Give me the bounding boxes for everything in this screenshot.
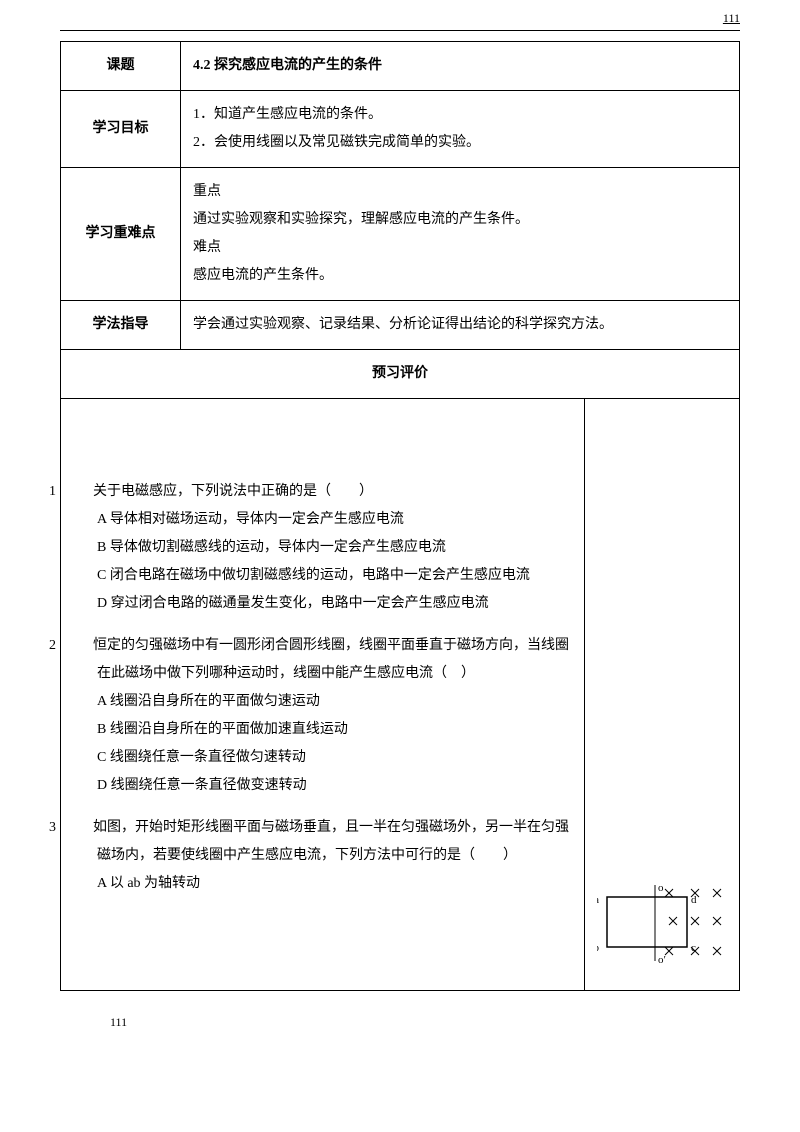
questions-cell: 1关于电磁感应，下列说法中正确的是（ ） A 导体相对磁场运动，导体内一定会产生…	[61, 399, 585, 991]
goal-label: 学习目标	[61, 91, 181, 168]
q1-opt-c: C 闭合电路在磁场中做切割磁感线的运动，电路中一定会产生感应电流	[73, 562, 572, 590]
svg-text:a: a	[597, 894, 599, 906]
q2-stem-text: 恒定的匀强磁场中有一圆形闭合圆形线圈，线圈平面垂直于磁场方向，当线圈在此磁场中做…	[93, 638, 569, 681]
method-label: 学法指导	[61, 301, 181, 350]
diff-content: 重点 通过实验观察和实验探究，理解感应电流的产生条件。 难点 感应电流的产生条件…	[181, 168, 740, 301]
q1-opt-b: B 导体做切割磁感线的运动，导体内一定会产生感应电流	[73, 534, 572, 562]
page-number-bottom: 111	[110, 1015, 740, 1030]
diff-label: 学习重难点	[61, 168, 181, 301]
topic-value: 4.2 探究感应电流的产生的条件	[181, 42, 740, 91]
row-questions: 1关于电磁感应，下列说法中正确的是（ ） A 导体相对磁场运动，导体内一定会产生…	[61, 399, 740, 991]
q1-num: 1	[73, 478, 93, 506]
row-preview-header: 预习评价	[61, 350, 740, 399]
q2-opt-d: D 线圈绕任意一条直径做变速转动	[73, 772, 572, 800]
diff-heavy-text: 通过实验观察和实验探究，理解感应电流的产生条件。	[193, 206, 727, 234]
method-value: 学会通过实验观察、记录结果、分析论证得出结论的科学探究方法。	[181, 301, 740, 350]
q1-opt-a: A 导体相对磁场运动，导体内一定会产生感应电流	[73, 506, 572, 534]
svg-text:d: d	[691, 894, 697, 906]
topic-label: 课题	[61, 42, 181, 91]
q2-opt-c: C 线圈绕任意一条直径做匀速转动	[73, 744, 572, 772]
row-goals: 学习目标 1．知道产生感应电流的条件。 2．会使用线圈以及常见磁铁完成简单的实验…	[61, 91, 740, 168]
q2-stem: 2恒定的匀强磁场中有一圆形闭合圆形线圈，线圈平面垂直于磁场方向，当线圈在此磁场中…	[73, 632, 572, 688]
q3-num: 3	[73, 814, 93, 842]
row-difficulty: 学习重难点 重点 通过实验观察和实验探究，理解感应电流的产生条件。 难点 感应电…	[61, 168, 740, 301]
q1-stem-text: 关于电磁感应，下列说法中正确的是（ ）	[93, 484, 373, 499]
preview-header: 预习评价	[61, 350, 740, 399]
q2-num: 2	[73, 632, 93, 660]
diff-heavy-heading: 重点	[193, 178, 727, 206]
q3-stem-text: 如图，开始时矩形线圈平面与磁场垂直，且一半在匀强磁场外，另一半在匀强磁场内，若要…	[93, 820, 569, 863]
question-1: 1关于电磁感应，下列说法中正确的是（ ） A 导体相对磁场运动，导体内一定会产生…	[73, 478, 572, 618]
svg-text:c: c	[691, 942, 696, 954]
goal-line-2: 2．会使用线圈以及常见磁铁完成简单的实验。	[193, 129, 727, 157]
field-diagram: a b d c o o′	[597, 879, 727, 969]
q1-stem: 1关于电磁感应，下列说法中正确的是（ ）	[73, 478, 572, 506]
page: 111 课题 4.2 探究感应电流的产生的条件 学习目标 1．知道产生感应电流的…	[0, 0, 800, 1050]
q2-opt-a: A 线圈沿自身所在的平面做匀速运动	[73, 688, 572, 716]
q2-opt-b: B 线圈沿自身所在的平面做加速直线运动	[73, 716, 572, 744]
q1-opt-d: D 穿过闭合电路的磁通量发生变化，电路中一定会产生感应电流	[73, 590, 572, 618]
diff-hard-text: 感应电流的产生条件。	[193, 262, 727, 290]
diff-hard-heading: 难点	[193, 234, 727, 262]
row-topic: 课题 4.2 探究感应电流的产生的条件	[61, 42, 740, 91]
svg-text:o′: o′	[658, 954, 666, 966]
diagram-cell: a b d c o o′	[585, 399, 740, 991]
q3-opt-a: A 以 ab 为轴转动	[73, 870, 572, 898]
question-3: 3如图，开始时矩形线圈平面与磁场垂直，且一半在匀强磁场外，另一半在匀强磁场内，若…	[73, 814, 572, 898]
goal-line-1: 1．知道产生感应电流的条件。	[193, 101, 727, 129]
lesson-table: 课题 4.2 探究感应电流的产生的条件 学习目标 1．知道产生感应电流的条件。 …	[60, 41, 740, 991]
diagram-wrap: a b d c o o′	[597, 409, 727, 980]
row-method: 学法指导 学会通过实验观察、记录结果、分析论证得出结论的科学探究方法。	[61, 301, 740, 350]
header-rule: 111	[60, 30, 740, 31]
q3-stem: 3如图，开始时矩形线圈平面与磁场垂直，且一半在匀强磁场外，另一半在匀强磁场内，若…	[73, 814, 572, 870]
question-2: 2恒定的匀强磁场中有一圆形闭合圆形线圈，线圈平面垂直于磁场方向，当线圈在此磁场中…	[73, 632, 572, 800]
goal-content: 1．知道产生感应电流的条件。 2．会使用线圈以及常见磁铁完成简单的实验。	[181, 91, 740, 168]
svg-text:b: b	[597, 942, 600, 954]
page-number-top: 111	[723, 11, 740, 26]
svg-text:o: o	[658, 882, 664, 894]
